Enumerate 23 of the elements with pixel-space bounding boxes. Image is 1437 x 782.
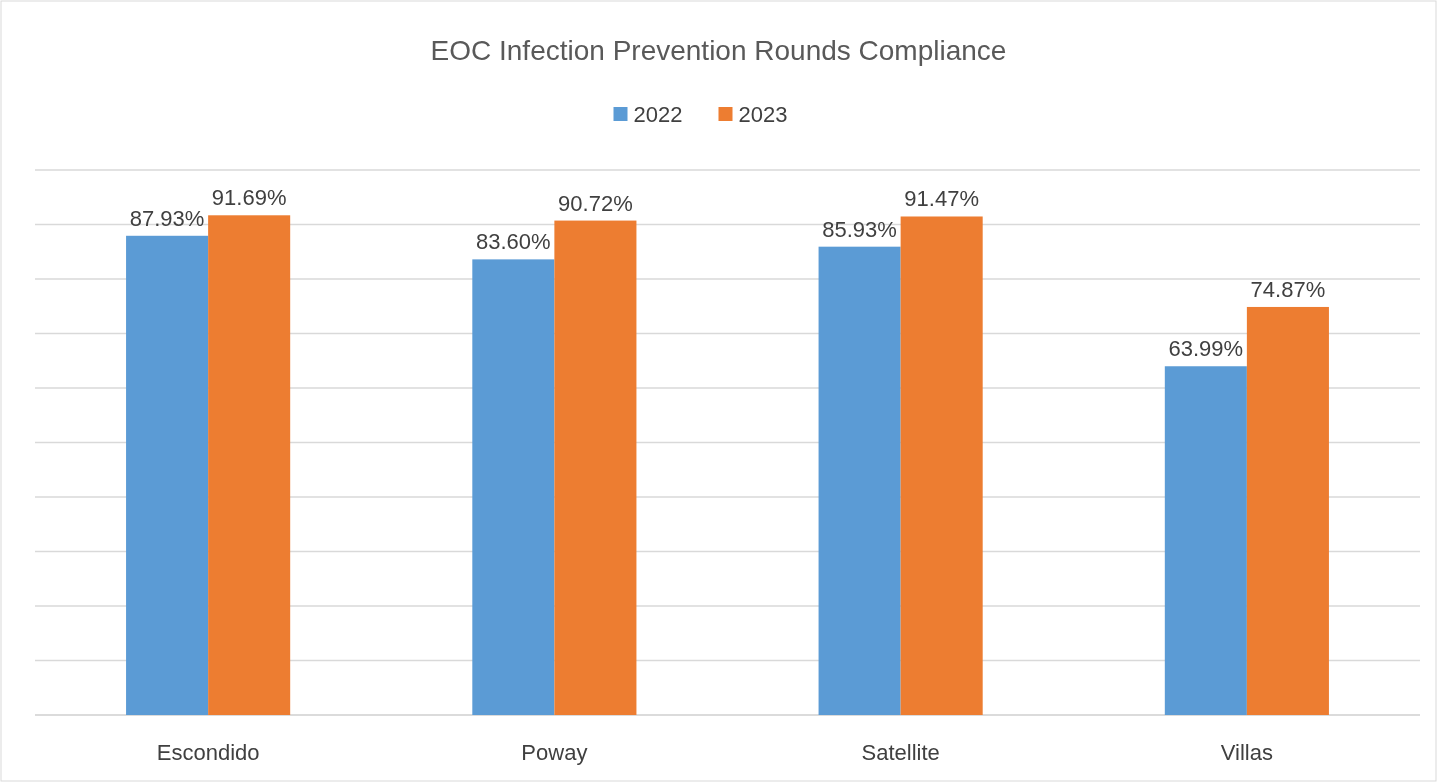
data-label: 83.60% xyxy=(476,229,551,255)
bar xyxy=(472,259,555,715)
data-label: 90.72% xyxy=(558,190,633,216)
bar xyxy=(1246,306,1329,715)
data-label: 91.47% xyxy=(904,186,979,212)
data-label: 85.93% xyxy=(822,216,897,242)
bar xyxy=(126,235,209,715)
chart-title: EOC Infection Prevention Rounds Compliance xyxy=(430,35,1007,66)
x-tick-label: Poway xyxy=(521,740,588,765)
bar xyxy=(818,246,901,715)
data-label: 91.69% xyxy=(211,185,287,211)
bar xyxy=(208,215,291,715)
bar xyxy=(554,220,637,715)
legend-label: 2022 xyxy=(633,102,683,127)
x-tick-label: Escondido xyxy=(156,740,260,765)
bar xyxy=(900,216,983,715)
x-tick-label: Satellite xyxy=(861,740,940,765)
x-tick-label: Villas xyxy=(1220,740,1273,765)
bar xyxy=(1164,366,1247,715)
data-label: 74.87% xyxy=(1250,276,1326,302)
data-label: 87.93% xyxy=(129,205,205,231)
data-label: 63.99% xyxy=(1168,336,1244,362)
legend-label: 2023 xyxy=(738,102,788,127)
